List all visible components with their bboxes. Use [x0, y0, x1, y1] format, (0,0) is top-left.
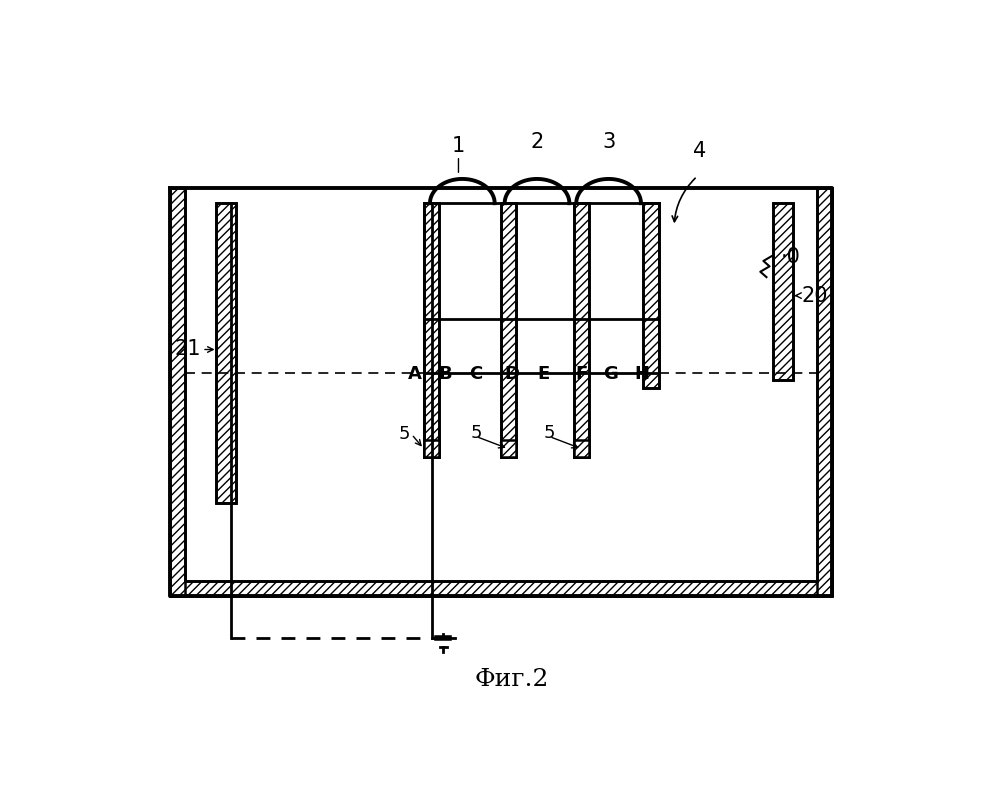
Bar — [170, 580, 832, 596]
Text: H: H — [634, 365, 649, 383]
Bar — [185, 188, 816, 580]
Text: 5: 5 — [543, 424, 555, 442]
Bar — [424, 204, 440, 457]
Text: ·0: ·0 — [780, 247, 800, 267]
Bar — [500, 204, 516, 457]
Bar — [574, 440, 589, 457]
Text: 21: 21 — [174, 339, 201, 359]
Bar — [424, 440, 440, 457]
Text: D: D — [504, 365, 519, 383]
Text: 1: 1 — [452, 136, 466, 156]
Bar — [589, 204, 643, 457]
Bar — [440, 204, 500, 457]
Bar — [500, 440, 516, 457]
Bar — [216, 204, 236, 503]
Text: 5: 5 — [399, 425, 410, 443]
Text: G: G — [603, 365, 618, 383]
Bar — [424, 204, 440, 457]
Text: A: A — [408, 365, 422, 383]
Text: 5: 5 — [471, 424, 482, 442]
Bar — [170, 188, 185, 596]
Bar — [574, 204, 589, 457]
Bar — [772, 204, 792, 380]
Bar — [643, 204, 658, 388]
Text: C: C — [470, 365, 483, 383]
Bar — [643, 204, 658, 388]
Bar — [816, 188, 832, 596]
Text: 3: 3 — [602, 132, 615, 152]
Bar — [772, 204, 792, 380]
Bar — [516, 204, 574, 457]
Bar — [216, 204, 236, 503]
Bar — [643, 204, 658, 388]
Bar — [574, 204, 589, 457]
Text: 4: 4 — [693, 141, 706, 161]
Text: Фиг.2: Фиг.2 — [475, 668, 548, 691]
Text: F: F — [575, 365, 587, 383]
Text: B: B — [439, 365, 453, 383]
Text: 2: 2 — [530, 132, 543, 152]
Bar — [500, 204, 516, 457]
Text: E: E — [537, 365, 549, 383]
Text: 20: 20 — [801, 285, 827, 305]
